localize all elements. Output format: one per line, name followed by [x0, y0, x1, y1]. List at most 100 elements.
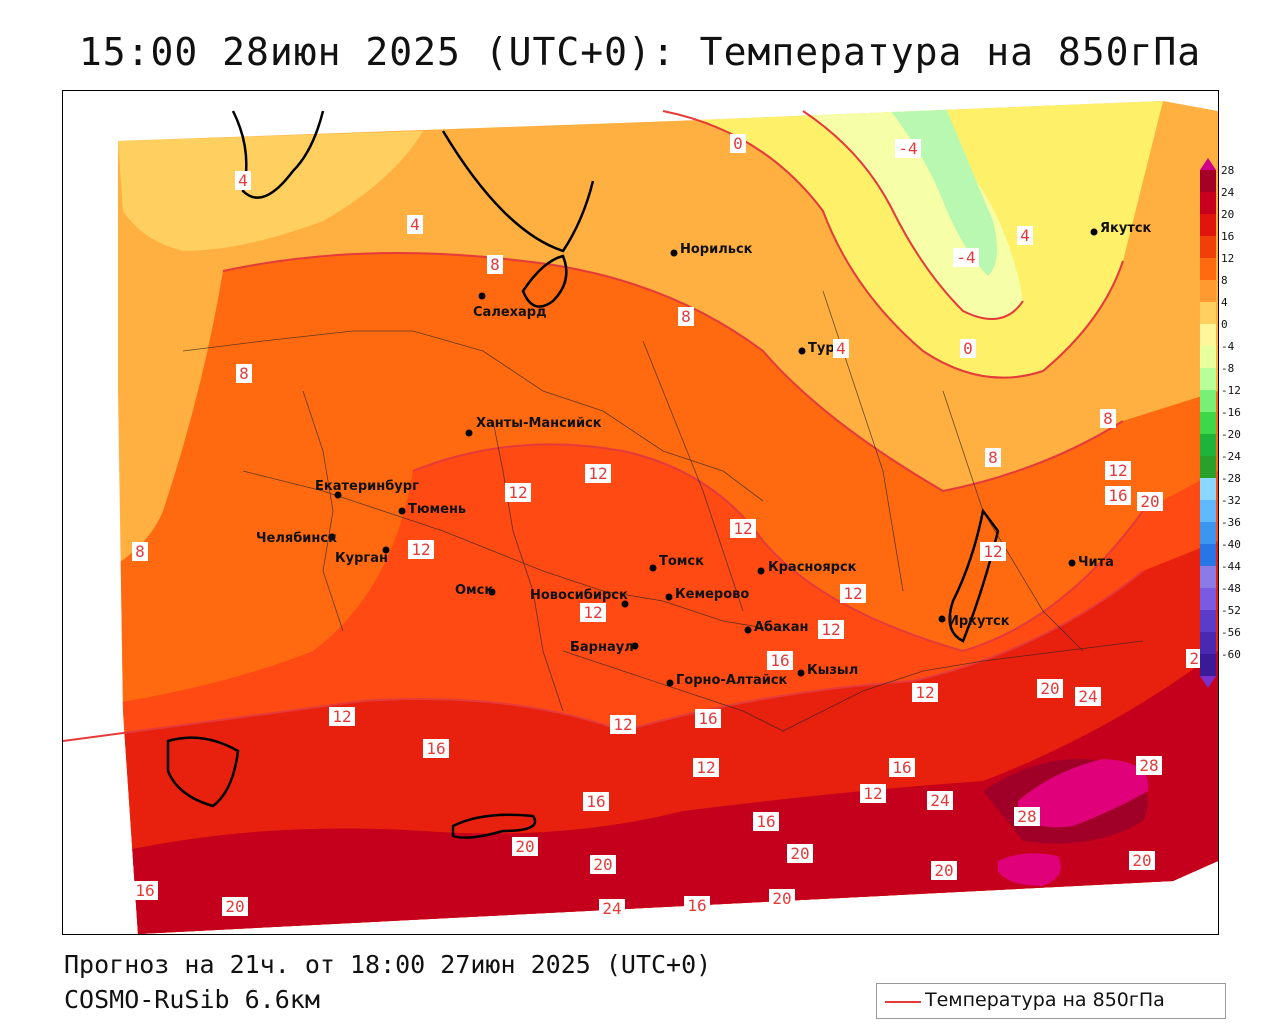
- coastlines: [166, 110, 1000, 839]
- isotherm-value-label: 24: [927, 791, 953, 810]
- colorbar-cell: [1200, 434, 1216, 457]
- isotherm-value-label: 24: [1075, 687, 1101, 706]
- svg-text:12: 12: [613, 715, 632, 734]
- city-kurgan: Курган: [335, 546, 390, 566]
- colorbar-tick-label: 4: [1221, 296, 1228, 309]
- isotherm-value-label: 4: [1017, 226, 1033, 245]
- svg-text:8: 8: [135, 542, 145, 561]
- svg-text:16: 16: [756, 812, 775, 831]
- isotherm-value-label: 16: [695, 709, 721, 728]
- colorbar-tick-label: 8: [1221, 274, 1228, 287]
- colorbar-cell: [1200, 500, 1216, 523]
- city-novosibirsk: Новосибирск: [530, 588, 629, 608]
- colorbar-tick-label: 12: [1221, 252, 1235, 265]
- svg-text:8: 8: [1103, 409, 1113, 428]
- isotherm-value-label: 12: [408, 540, 434, 559]
- colorbar-cell: [1200, 522, 1216, 545]
- svg-text:12: 12: [863, 784, 882, 803]
- svg-text:16: 16: [426, 739, 445, 758]
- colorbar-tick-label: -48: [1221, 582, 1241, 595]
- svg-text:16: 16: [770, 651, 789, 670]
- isotherm-value-label: 16: [767, 651, 793, 670]
- isotherm-value-label: 16: [583, 792, 609, 811]
- isotherm-value-label: 20: [590, 855, 616, 874]
- map-legend: Температура на 850гПа: [876, 983, 1226, 1019]
- svg-text:16: 16: [1108, 486, 1127, 505]
- svg-text:12: 12: [696, 758, 715, 777]
- svg-text:16: 16: [586, 792, 605, 811]
- svg-text:Кызыл: Кызыл: [807, 663, 858, 678]
- colorbar-cell: [1200, 236, 1216, 259]
- svg-text:0: 0: [733, 134, 743, 153]
- svg-text:4: 4: [410, 215, 420, 234]
- svg-text:8: 8: [239, 364, 249, 383]
- colorbar-cell: [1200, 544, 1216, 567]
- city-tomsk: Томск: [649, 554, 704, 572]
- domain-fill: [118, 101, 1218, 934]
- svg-text:28: 28: [1139, 756, 1158, 775]
- colorbar-cell: [1200, 456, 1216, 479]
- svg-text:12: 12: [508, 483, 527, 502]
- region-borders: [182, 290, 1144, 732]
- colorbar-cell: [1200, 302, 1216, 325]
- svg-text:Томск: Томск: [659, 554, 704, 569]
- svg-text:20: 20: [1040, 679, 1059, 698]
- city-irkutsk: Иркутск: [938, 614, 1010, 629]
- svg-text:Омск: Омск: [455, 583, 493, 598]
- svg-text:20: 20: [1132, 851, 1151, 870]
- isotherm-value-label: 0: [730, 134, 746, 153]
- svg-text:Барнаул: Барнаул: [570, 640, 634, 655]
- isotherm-line-swatch: [885, 1001, 921, 1003]
- city-abakan: Абакан: [744, 620, 809, 635]
- colorbar-tick-label: -28: [1221, 472, 1241, 485]
- isotherm-value-label: 8: [678, 307, 694, 326]
- colorbar-tick-label: -52: [1221, 604, 1241, 617]
- isotherm-value-label: 12: [693, 758, 719, 777]
- svg-text:12: 12: [1108, 461, 1127, 480]
- city-yekaterinburg: Екатеринбург: [315, 479, 419, 499]
- colorbar-cell: [1200, 390, 1216, 413]
- isotherm-value-label: 20: [931, 861, 957, 880]
- isotherm-value-label: 12: [912, 683, 938, 702]
- colorbar-cell: [1200, 654, 1216, 677]
- isotherm-value-label: 20: [1129, 851, 1155, 870]
- city-krasnoyarsk: Красноярск: [757, 560, 857, 575]
- isotherm-value-label: 24: [599, 899, 625, 918]
- svg-text:Красноярск: Красноярск: [768, 560, 857, 575]
- svg-text:0: 0: [963, 339, 973, 358]
- svg-text:Челябинск: Челябинск: [256, 531, 337, 546]
- svg-text:8: 8: [988, 448, 998, 467]
- colorbar-cell: [1200, 412, 1216, 435]
- isotherm-value-label: 8: [236, 364, 252, 383]
- isotherm-value-label: -4: [895, 139, 921, 158]
- svg-text:12: 12: [411, 540, 430, 559]
- city-chita: Чита: [1068, 555, 1114, 570]
- svg-text:16: 16: [135, 881, 154, 900]
- svg-text:20: 20: [593, 855, 612, 874]
- isotherm-value-label: 12: [329, 707, 355, 726]
- colorbar-cell: [1200, 280, 1216, 303]
- isotherm-value-label: 12: [585, 464, 611, 483]
- temperature-map[interactable]: Норильск Якутск Салехард Тура Ханты-Манс…: [62, 90, 1219, 935]
- colorbar-tick-label: -36: [1221, 516, 1241, 529]
- svg-text:Екатеринбург: Екатеринбург: [315, 479, 419, 494]
- colorbar-tick-label: -16: [1221, 406, 1241, 419]
- isotherm-value-label: 16: [1105, 486, 1131, 505]
- city-yakutsk: Якутск: [1090, 221, 1152, 236]
- city-chelyabinsk: Челябинск: [256, 531, 337, 546]
- isotherm-value-label: 20: [512, 837, 538, 856]
- colorbar-tick-label: -60: [1221, 648, 1241, 661]
- colorbar-tick-label: -20: [1221, 428, 1241, 441]
- isotherm-value-label: 16: [753, 812, 779, 831]
- svg-text:Кемерово: Кемерово: [675, 587, 749, 602]
- svg-text:24: 24: [1078, 687, 1097, 706]
- svg-text:Абакан: Абакан: [754, 620, 809, 635]
- isotherm-value-label: 28: [1136, 756, 1162, 775]
- isotherm-value-label: 8: [487, 255, 503, 274]
- forecast-info: Прогноз на 21ч. от 18:00 27июн 2025 (UTC…: [64, 950, 712, 979]
- isotherm-value-label: 4: [235, 171, 251, 190]
- svg-text:Якутск: Якутск: [1100, 221, 1152, 236]
- colorbar-cell: [1200, 588, 1216, 611]
- city-norilsk: Норильск: [670, 242, 753, 257]
- svg-text:20: 20: [225, 897, 244, 916]
